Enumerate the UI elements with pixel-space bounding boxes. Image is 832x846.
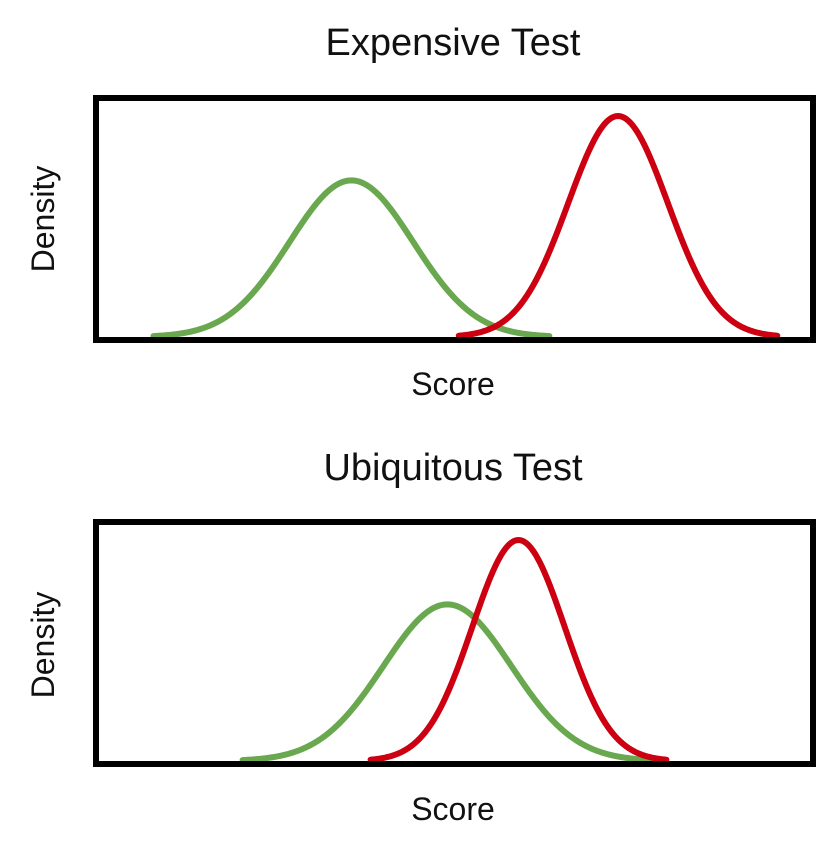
green-density-curve	[239, 601, 656, 764]
red-density-curve	[367, 537, 670, 763]
x-axis-label: Score	[411, 366, 495, 402]
chart-panel-expensive: Expensive Test Density Score	[25, 22, 816, 402]
y-axis-label: Density	[25, 592, 61, 699]
plot-frame	[93, 519, 816, 767]
chart-title: Ubiquitous Test	[323, 447, 583, 489]
x-axis-label: Score	[411, 791, 495, 827]
plot-frame	[93, 95, 816, 343]
chart-svg-expensive: Expensive Test Density Score	[25, 22, 816, 402]
chart-svg-ubiquitous: Ubiquitous Test Density Score	[25, 447, 816, 827]
y-axis-label: Density	[25, 166, 61, 273]
green-density-curve	[150, 177, 553, 340]
red-density-curve	[455, 113, 781, 339]
curves-group	[239, 537, 670, 764]
chart-title: Expensive Test	[326, 22, 581, 64]
curves-group	[150, 113, 781, 340]
chart-panel-ubiquitous: Ubiquitous Test Density Score	[0, 423, 832, 846]
